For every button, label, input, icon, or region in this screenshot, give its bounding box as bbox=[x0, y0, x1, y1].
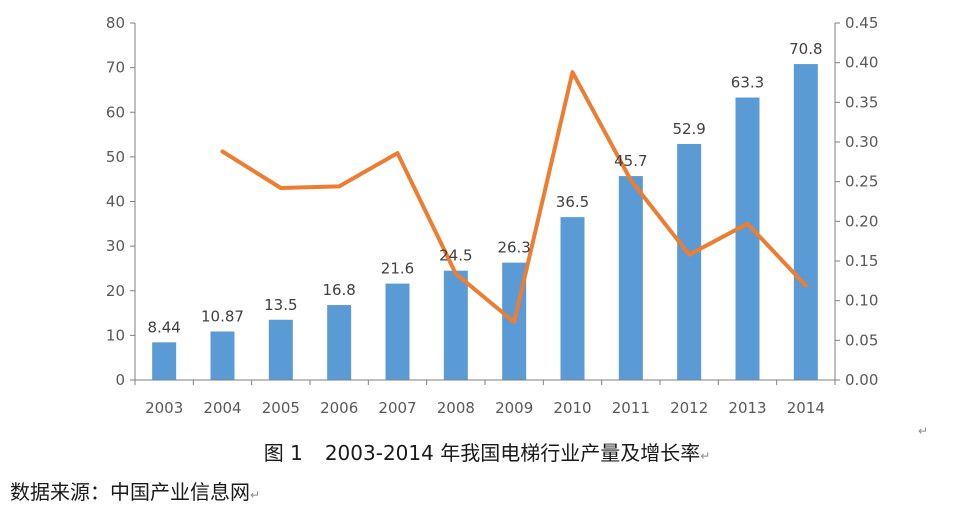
bar-2014 bbox=[793, 64, 818, 381]
figure-title: 2003-2014 年我国电梯行业产量及增长率 bbox=[324, 441, 701, 465]
bar-2007 bbox=[385, 283, 410, 380]
x-tick-label: 2004 bbox=[203, 399, 241, 417]
y-left-tick-label: 0 bbox=[115, 371, 125, 389]
y-right-tick-label: 0.35 bbox=[845, 93, 878, 111]
x-tick-label: 2010 bbox=[553, 399, 591, 417]
x-tick-label: 2011 bbox=[612, 399, 650, 417]
bar-2008 bbox=[443, 270, 468, 380]
x-tick-label: 2012 bbox=[670, 399, 708, 417]
bar-data-label: 70.8 bbox=[789, 40, 822, 58]
bar-data-label: 52.9 bbox=[672, 120, 705, 138]
bar-data-label: 24.5 bbox=[439, 247, 472, 265]
bar-data-label: 45.7 bbox=[614, 152, 647, 170]
bar-data-label: 13.5 bbox=[264, 296, 297, 314]
y-right-tick-label: 0.15 bbox=[845, 252, 878, 270]
bar-series bbox=[152, 64, 818, 381]
y-left-tick-label: 80 bbox=[106, 14, 125, 32]
x-tick-label: 2009 bbox=[495, 399, 533, 417]
paragraph-mark-icon: ↵ bbox=[700, 449, 711, 463]
paragraph-mark-icon: ↵ bbox=[250, 488, 261, 502]
figure-number: 图 1 bbox=[263, 441, 303, 465]
bar-2010 bbox=[560, 217, 585, 380]
y-left-tick-label: 70 bbox=[106, 59, 125, 77]
x-tick-label: 2007 bbox=[378, 399, 416, 417]
y-right-tick-label: 0.05 bbox=[845, 331, 878, 349]
combo-chart: 0 10 20 30 40 50 60 70 80 0.00 0.05 0.10 0.15 0.20 0.2… bbox=[106, 14, 879, 417]
axes: 0 10 20 30 40 50 60 70 80 0.00 0.05 0.10 0.15 0.20 0.2… bbox=[106, 14, 879, 417]
growth-line-series bbox=[220, 70, 808, 325]
bar-data-label: 36.5 bbox=[556, 193, 589, 211]
data-source: 数据来源：中国产业信息网↵ bbox=[10, 476, 260, 505]
y-right-tick-label: 0.00 bbox=[845, 371, 878, 389]
x-tick-label: 2003 bbox=[145, 399, 183, 417]
paragraph-mark-icon: ↵ bbox=[918, 424, 929, 438]
y-right-tick-label: 0.45 bbox=[845, 14, 878, 32]
source-text: 数据来源：中国产业信息网 bbox=[10, 480, 250, 504]
y-right-tick-label: 0.10 bbox=[845, 292, 878, 310]
x-tick-label: 2005 bbox=[262, 399, 300, 417]
y-left-tick-label: 50 bbox=[106, 148, 125, 166]
bar-data-label: 10.87 bbox=[201, 307, 244, 325]
y-left-tick-label: 40 bbox=[106, 193, 125, 211]
bar-2012 bbox=[677, 143, 702, 380]
bar-data-label: 26.3 bbox=[497, 239, 530, 257]
y-right-tick-label: 0.40 bbox=[845, 54, 878, 72]
y-left-tick-label: 10 bbox=[106, 326, 125, 344]
bar-data-label: 21.6 bbox=[381, 260, 414, 278]
x-tick-label: 2014 bbox=[787, 399, 825, 417]
data-labels: 8.44 10.87 13.5 16.8 21.6 24.5 26.3 36.5 45.7 52.… bbox=[147, 40, 822, 336]
bar-data-label: 16.8 bbox=[322, 281, 355, 299]
bar-2005 bbox=[268, 319, 293, 380]
y-right-tick-label: 0.25 bbox=[845, 173, 878, 191]
x-tick-label: 2008 bbox=[437, 399, 475, 417]
bar-2006 bbox=[327, 305, 352, 380]
y-left-tick-label: 20 bbox=[106, 282, 125, 300]
bar-2013 bbox=[735, 97, 760, 381]
y-right-tick-label: 0.30 bbox=[845, 133, 878, 151]
figure-caption: 图 1 2003-2014 年我国电梯行业产量及增长率↵ bbox=[0, 437, 974, 466]
x-tick-label: 2006 bbox=[320, 399, 358, 417]
bar-2004 bbox=[210, 331, 235, 380]
x-tick-label: 2013 bbox=[728, 399, 766, 417]
bar-data-label: 8.44 bbox=[147, 318, 180, 336]
y-right-tick-label: 0.20 bbox=[845, 212, 878, 230]
y-left-tick-label: 60 bbox=[106, 103, 125, 121]
bar-data-label: 63.3 bbox=[731, 74, 764, 92]
bar-2011 bbox=[618, 176, 643, 380]
growth-rate-line bbox=[220, 70, 808, 325]
y-left-tick-label: 30 bbox=[106, 237, 125, 255]
bar-2003 bbox=[152, 342, 177, 380]
